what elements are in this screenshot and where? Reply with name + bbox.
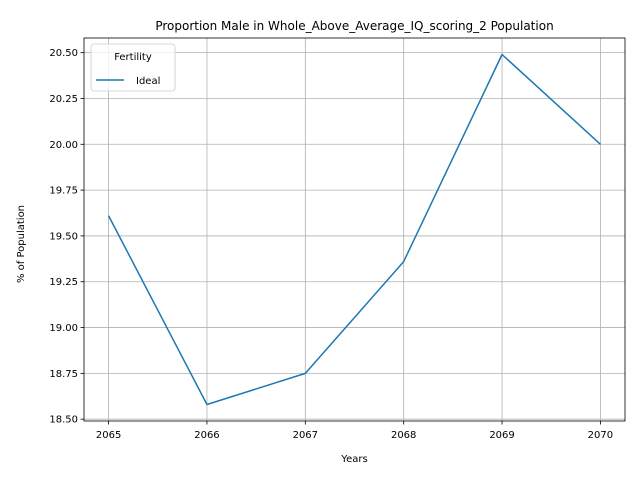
x-tick-label: 2069 <box>489 430 514 441</box>
x-axis: 2065 2066 2067 2068 2069 2070 <box>96 421 613 441</box>
y-tick-label: 18.50 <box>49 415 78 426</box>
x-tick-label: 2070 <box>588 430 613 441</box>
y-tick-label: 19.25 <box>49 277 78 288</box>
y-axis: 18.50 18.75 19.00 19.25 19.50 19.75 20.00 20.25… <box>49 48 84 426</box>
x-tick-label: 2068 <box>391 430 416 441</box>
y-tick-label: 18.75 <box>49 369 78 380</box>
y-tick-label: 19.75 <box>49 186 78 197</box>
y-tick-label: 20.00 <box>49 140 78 151</box>
x-axis-label: Years <box>340 454 367 465</box>
legend: Fertility Ideal <box>90 43 176 92</box>
y-tick-label: 19.50 <box>49 231 78 242</box>
y-axis-label: % of Population <box>16 205 27 283</box>
y-tick-label: 20.50 <box>49 48 78 59</box>
x-tick-label: 2066 <box>194 430 219 441</box>
plot-area-frame <box>83 37 626 422</box>
grid <box>84 38 625 421</box>
chart-title: Proportion Male in Whole_Above_Average_I… <box>155 19 553 33</box>
legend-title: Fertility <box>114 52 152 63</box>
legend-label-ideal: Ideal <box>136 76 160 87</box>
series-layer <box>107 53 601 406</box>
series-line-ideal <box>107 53 601 406</box>
y-tick-label: 20.25 <box>49 94 78 105</box>
y-tick-label: 19.00 <box>49 323 78 334</box>
x-tick-label: 2065 <box>96 430 121 441</box>
x-tick-label: 2067 <box>293 430 318 441</box>
